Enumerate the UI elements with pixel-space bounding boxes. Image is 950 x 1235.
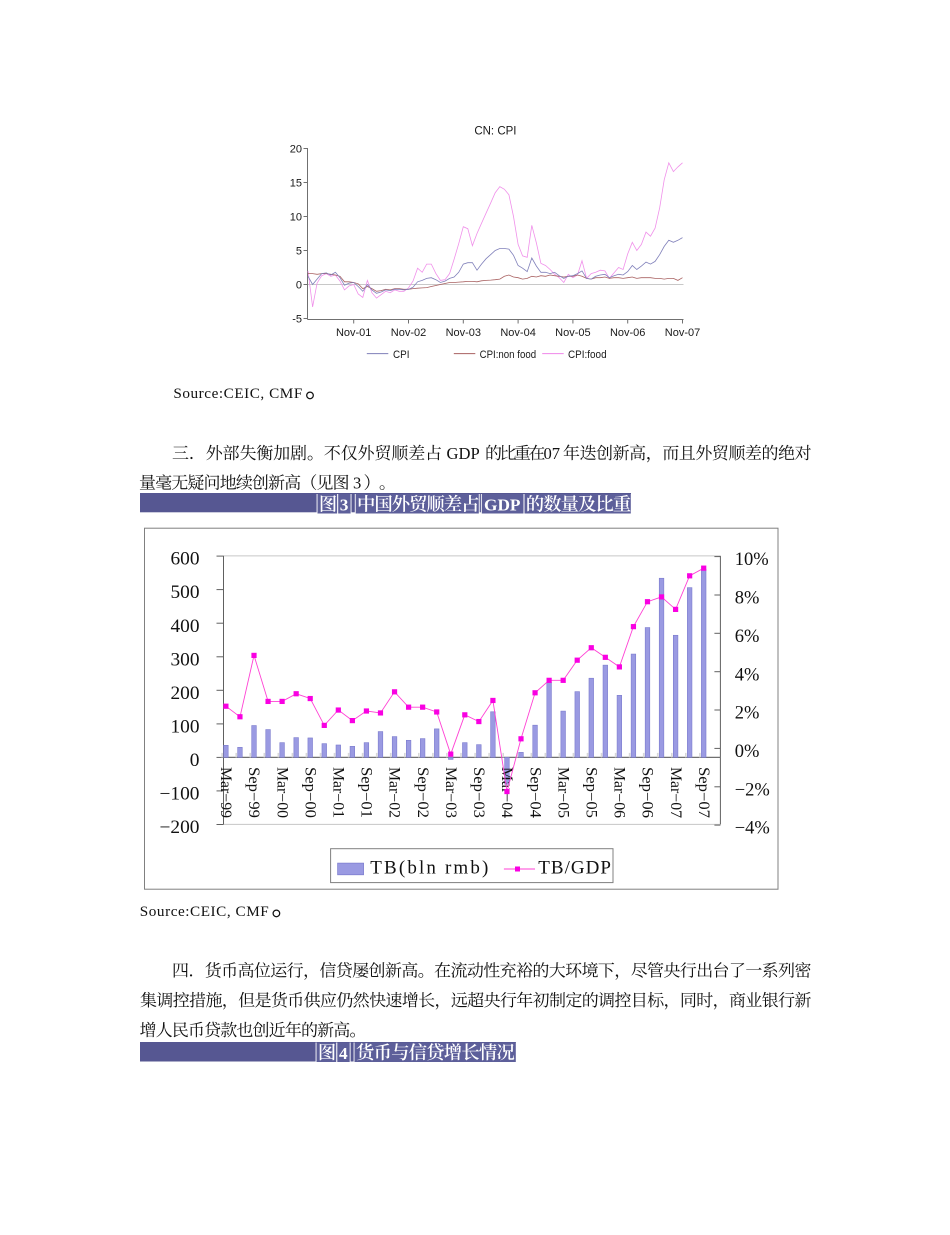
svg-text:20: 20	[290, 143, 302, 155]
svg-text:2%: 2%	[735, 704, 760, 724]
svg-text:07: 07	[544, 444, 561, 463]
svg-text:5: 5	[296, 245, 302, 257]
svg-text:Sep−07: Sep−07	[695, 767, 712, 818]
svg-text:Nov-04: Nov-04	[500, 327, 535, 339]
svg-text:Sep−01: Sep−01	[358, 767, 375, 818]
svg-text:Source:CEIC, CMF: Source:CEIC, CMF	[140, 903, 269, 920]
svg-text:4: 4	[339, 1044, 348, 1063]
svg-text:−2%: −2%	[735, 780, 770, 800]
svg-text:0: 0	[190, 751, 200, 771]
svg-text:−100: −100	[160, 785, 200, 805]
svg-text:Sep−03: Sep−03	[470, 767, 487, 818]
svg-text:CPI: CPI	[393, 349, 410, 361]
svg-text:Nov-03: Nov-03	[446, 327, 481, 339]
svg-text:200: 200	[171, 684, 200, 704]
svg-text:−4%: −4%	[735, 819, 770, 839]
svg-text:3: 3	[353, 474, 361, 493]
svg-text:500: 500	[171, 583, 200, 603]
svg-text:Sep−99: Sep−99	[245, 767, 262, 818]
svg-text:15: 15	[290, 177, 302, 189]
svg-text:Mar−00: Mar−00	[273, 767, 290, 818]
svg-text:Mar−06: Mar−06	[611, 767, 628, 818]
svg-text:CPI:non food: CPI:non food	[480, 349, 536, 361]
svg-text:Nov-06: Nov-06	[610, 327, 645, 339]
svg-text:GDP: GDP	[484, 495, 521, 514]
svg-text:Source:CEIC, CMF: Source:CEIC, CMF	[173, 385, 302, 402]
svg-text:Sep−06: Sep−06	[639, 767, 656, 818]
svg-text:TB/GDP: TB/GDP	[538, 857, 611, 878]
svg-text:0: 0	[296, 279, 302, 291]
svg-text:Mar−07: Mar−07	[667, 767, 684, 818]
svg-text:Mar−02: Mar−02	[386, 767, 403, 818]
svg-text:Sep−04: Sep−04	[526, 767, 543, 818]
svg-text:CN: CPI: CN: CPI	[474, 125, 516, 137]
svg-text:Mar−03: Mar−03	[442, 767, 459, 818]
svg-text:3: 3	[340, 495, 349, 514]
svg-text:−200: −200	[160, 818, 200, 838]
svg-text:300: 300	[171, 650, 200, 670]
svg-text:4%: 4%	[735, 665, 760, 685]
svg-text:TB(bln rmb): TB(bln rmb)	[370, 857, 488, 878]
svg-text:Mar−99: Mar−99	[217, 767, 234, 818]
svg-text:Sep−00: Sep−00	[301, 767, 318, 818]
svg-text:0%: 0%	[735, 742, 760, 762]
svg-text:100: 100	[171, 718, 200, 738]
svg-text:GDP: GDP	[447, 444, 480, 463]
svg-text:10%: 10%	[735, 550, 769, 570]
svg-text:Nov-05: Nov-05	[555, 327, 590, 339]
svg-text:Sep−05: Sep−05	[583, 767, 600, 818]
svg-text:-5: -5	[292, 313, 302, 325]
svg-text:6%: 6%	[735, 627, 760, 647]
svg-text:Nov-02: Nov-02	[391, 327, 426, 339]
svg-text:400: 400	[171, 617, 200, 637]
svg-text:10: 10	[290, 211, 302, 223]
svg-text:Mar−01: Mar−01	[330, 767, 347, 818]
svg-text:CPI:food: CPI:food	[568, 349, 607, 361]
svg-text:Nov-07: Nov-07	[665, 327, 700, 339]
svg-text:Nov-01: Nov-01	[336, 327, 371, 339]
svg-text:Mar−05: Mar−05	[554, 767, 571, 818]
svg-text:8%: 8%	[735, 589, 760, 609]
svg-text:Sep−02: Sep−02	[414, 767, 431, 818]
svg-text:600: 600	[171, 550, 200, 570]
